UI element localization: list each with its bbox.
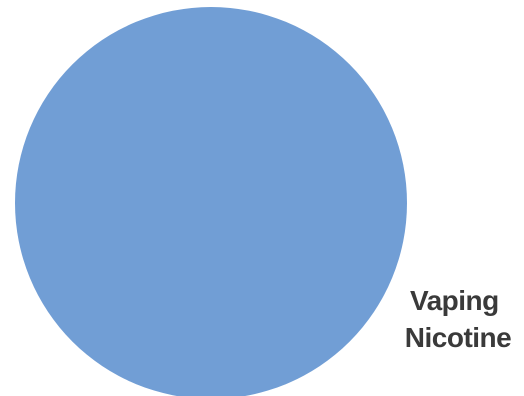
pie-slice [15, 7, 407, 396]
slice-label-line-2: Nicotine [405, 322, 511, 353]
slice-label: Vaping Nicotine [405, 285, 511, 353]
slice-label-line-1: Vaping [410, 285, 499, 316]
pie-slices [15, 7, 407, 396]
